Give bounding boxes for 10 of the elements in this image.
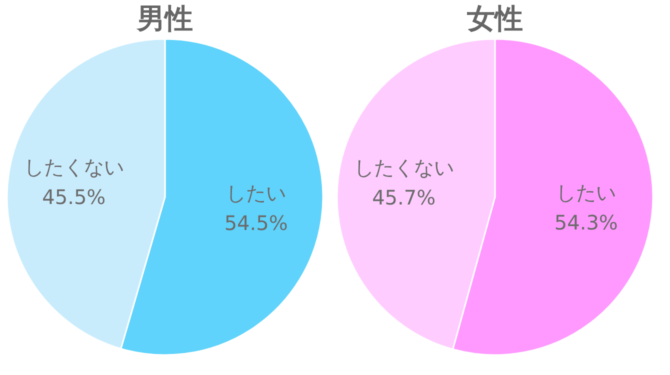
data-label: 54.3% — [554, 210, 618, 234]
slice-label: したくない — [354, 156, 454, 180]
data-label: 54.5% — [224, 210, 288, 235]
chart-title: 男性 — [136, 2, 193, 35]
slice-label: したい — [226, 180, 286, 205]
slice-label: したい — [556, 180, 616, 204]
data-label: 45.7% — [372, 186, 436, 210]
slice-label: したくない — [24, 155, 124, 180]
data-label: 45.5% — [42, 185, 106, 210]
chart-title: 女性 — [466, 2, 523, 35]
